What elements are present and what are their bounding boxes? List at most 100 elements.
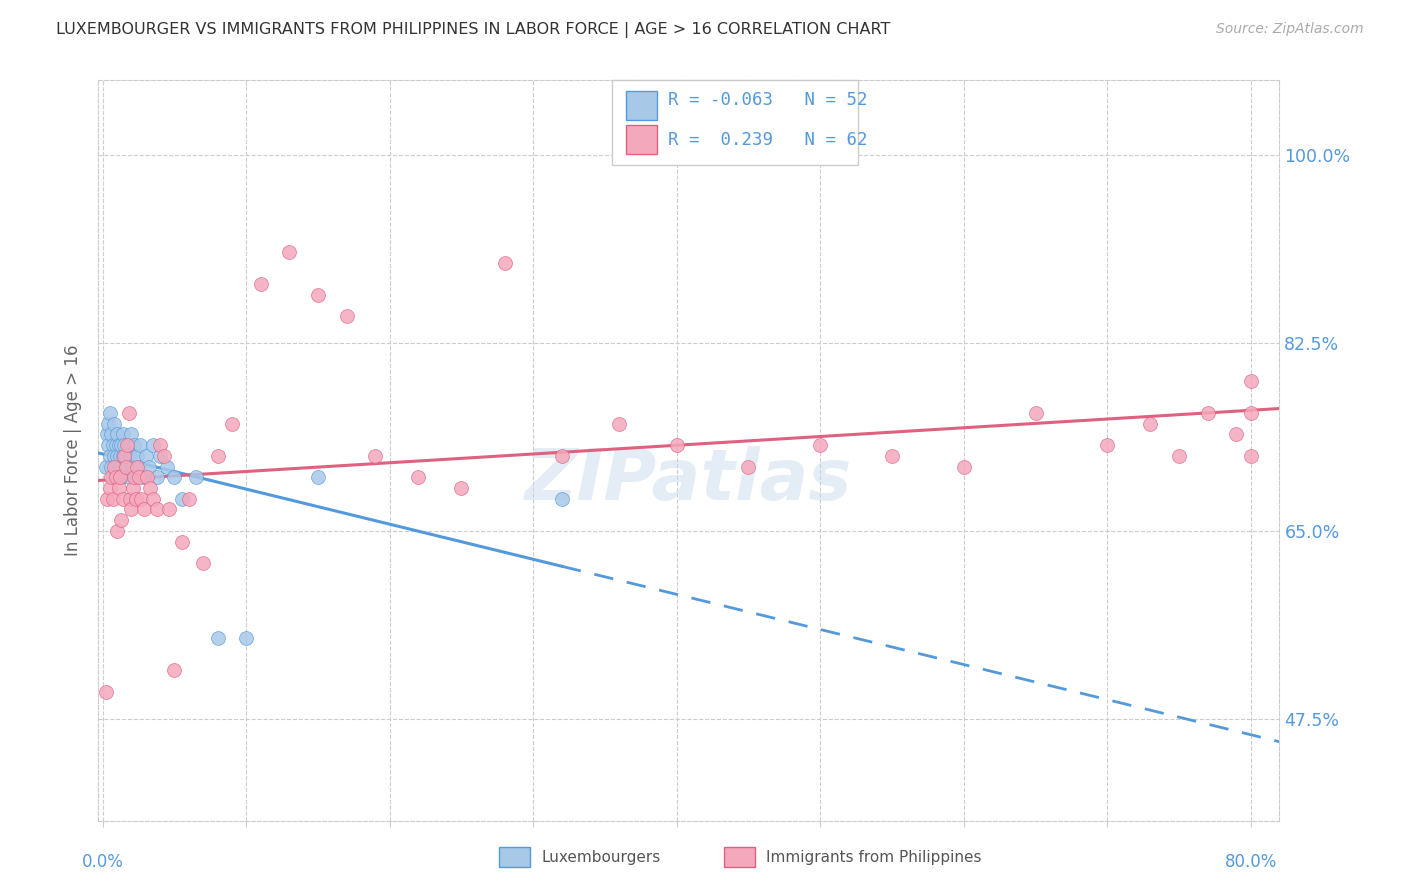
Point bbox=[97, 417, 120, 431]
Text: R =  0.239   N = 62: R = 0.239 N = 62 bbox=[668, 130, 868, 149]
Point bbox=[551, 491, 574, 506]
Point bbox=[107, 481, 129, 495]
Point bbox=[100, 427, 122, 442]
Point bbox=[112, 449, 135, 463]
Text: 80.0%: 80.0% bbox=[1225, 853, 1277, 871]
Point bbox=[193, 556, 215, 570]
Point bbox=[96, 427, 118, 442]
Point bbox=[129, 438, 152, 452]
Point bbox=[142, 438, 165, 452]
Point bbox=[104, 459, 127, 474]
Point bbox=[117, 470, 139, 484]
Point bbox=[125, 491, 148, 506]
Point bbox=[163, 470, 186, 484]
Point bbox=[128, 459, 150, 474]
Point bbox=[100, 459, 122, 474]
Point bbox=[665, 438, 688, 452]
Point bbox=[170, 534, 193, 549]
Text: Luxembourgers: Luxembourgers bbox=[541, 850, 661, 864]
Point bbox=[103, 449, 125, 463]
Point bbox=[307, 288, 329, 302]
Point bbox=[207, 449, 229, 463]
Point bbox=[551, 449, 574, 463]
Point bbox=[112, 459, 135, 474]
Point bbox=[98, 481, 121, 495]
Point bbox=[111, 449, 134, 463]
Point bbox=[101, 470, 124, 484]
Point bbox=[1024, 406, 1046, 420]
Point bbox=[235, 632, 257, 646]
Point bbox=[336, 310, 359, 324]
Point bbox=[142, 491, 165, 506]
Point bbox=[98, 406, 121, 420]
Point bbox=[117, 438, 139, 452]
Point bbox=[139, 481, 162, 495]
Point bbox=[110, 470, 132, 484]
Point bbox=[184, 470, 207, 484]
Point bbox=[138, 459, 160, 474]
Point bbox=[149, 438, 172, 452]
Point bbox=[94, 459, 117, 474]
Point bbox=[104, 438, 127, 452]
Point bbox=[105, 427, 128, 442]
Point bbox=[120, 502, 142, 516]
Text: ZIPatlas: ZIPatlas bbox=[526, 446, 852, 515]
Point bbox=[135, 449, 157, 463]
Point bbox=[112, 438, 135, 452]
Point bbox=[110, 438, 132, 452]
Point bbox=[100, 470, 122, 484]
Point bbox=[149, 449, 172, 463]
Point bbox=[952, 459, 974, 474]
Point bbox=[107, 470, 129, 484]
Point bbox=[157, 502, 180, 516]
Point bbox=[108, 459, 131, 474]
Point bbox=[1139, 417, 1161, 431]
Point bbox=[103, 459, 125, 474]
Point bbox=[221, 417, 243, 431]
Point bbox=[207, 632, 229, 646]
Point bbox=[132, 470, 155, 484]
Text: Source: ZipAtlas.com: Source: ZipAtlas.com bbox=[1216, 22, 1364, 37]
Point bbox=[131, 491, 153, 506]
Point bbox=[450, 481, 472, 495]
Point bbox=[96, 491, 118, 506]
Point bbox=[105, 449, 128, 463]
Point bbox=[118, 491, 141, 506]
Y-axis label: In Labor Force | Age > 16: In Labor Force | Age > 16 bbox=[65, 344, 83, 557]
Point bbox=[114, 459, 136, 474]
Point bbox=[808, 438, 831, 452]
Point bbox=[249, 277, 271, 292]
Point bbox=[127, 459, 149, 474]
Point bbox=[104, 470, 127, 484]
Point bbox=[146, 502, 169, 516]
Point bbox=[124, 470, 146, 484]
Point bbox=[1097, 438, 1119, 452]
Point bbox=[111, 427, 134, 442]
Text: R = -0.063   N = 52: R = -0.063 N = 52 bbox=[668, 91, 868, 109]
Point bbox=[163, 664, 186, 678]
Point bbox=[114, 449, 136, 463]
Point bbox=[156, 459, 179, 474]
Point bbox=[97, 438, 120, 452]
Text: 0.0%: 0.0% bbox=[82, 853, 124, 871]
Point bbox=[1240, 406, 1263, 420]
Point bbox=[1225, 427, 1247, 442]
Point bbox=[880, 449, 903, 463]
Point bbox=[408, 470, 430, 484]
Point bbox=[111, 491, 134, 506]
Point bbox=[364, 449, 387, 463]
Point bbox=[177, 491, 200, 506]
Point bbox=[94, 685, 117, 699]
Point bbox=[1197, 406, 1219, 420]
Point bbox=[127, 449, 149, 463]
Point bbox=[737, 459, 759, 474]
Text: Immigrants from Philippines: Immigrants from Philippines bbox=[766, 850, 981, 864]
Point bbox=[121, 481, 143, 495]
Point bbox=[118, 449, 141, 463]
Text: LUXEMBOURGER VS IMMIGRANTS FROM PHILIPPINES IN LABOR FORCE | AGE > 16 CORRELATIO: LUXEMBOURGER VS IMMIGRANTS FROM PHILIPPI… bbox=[56, 22, 890, 38]
Point bbox=[494, 255, 516, 269]
Point bbox=[105, 524, 128, 538]
Point bbox=[134, 502, 156, 516]
Point bbox=[121, 459, 143, 474]
Point bbox=[170, 491, 193, 506]
